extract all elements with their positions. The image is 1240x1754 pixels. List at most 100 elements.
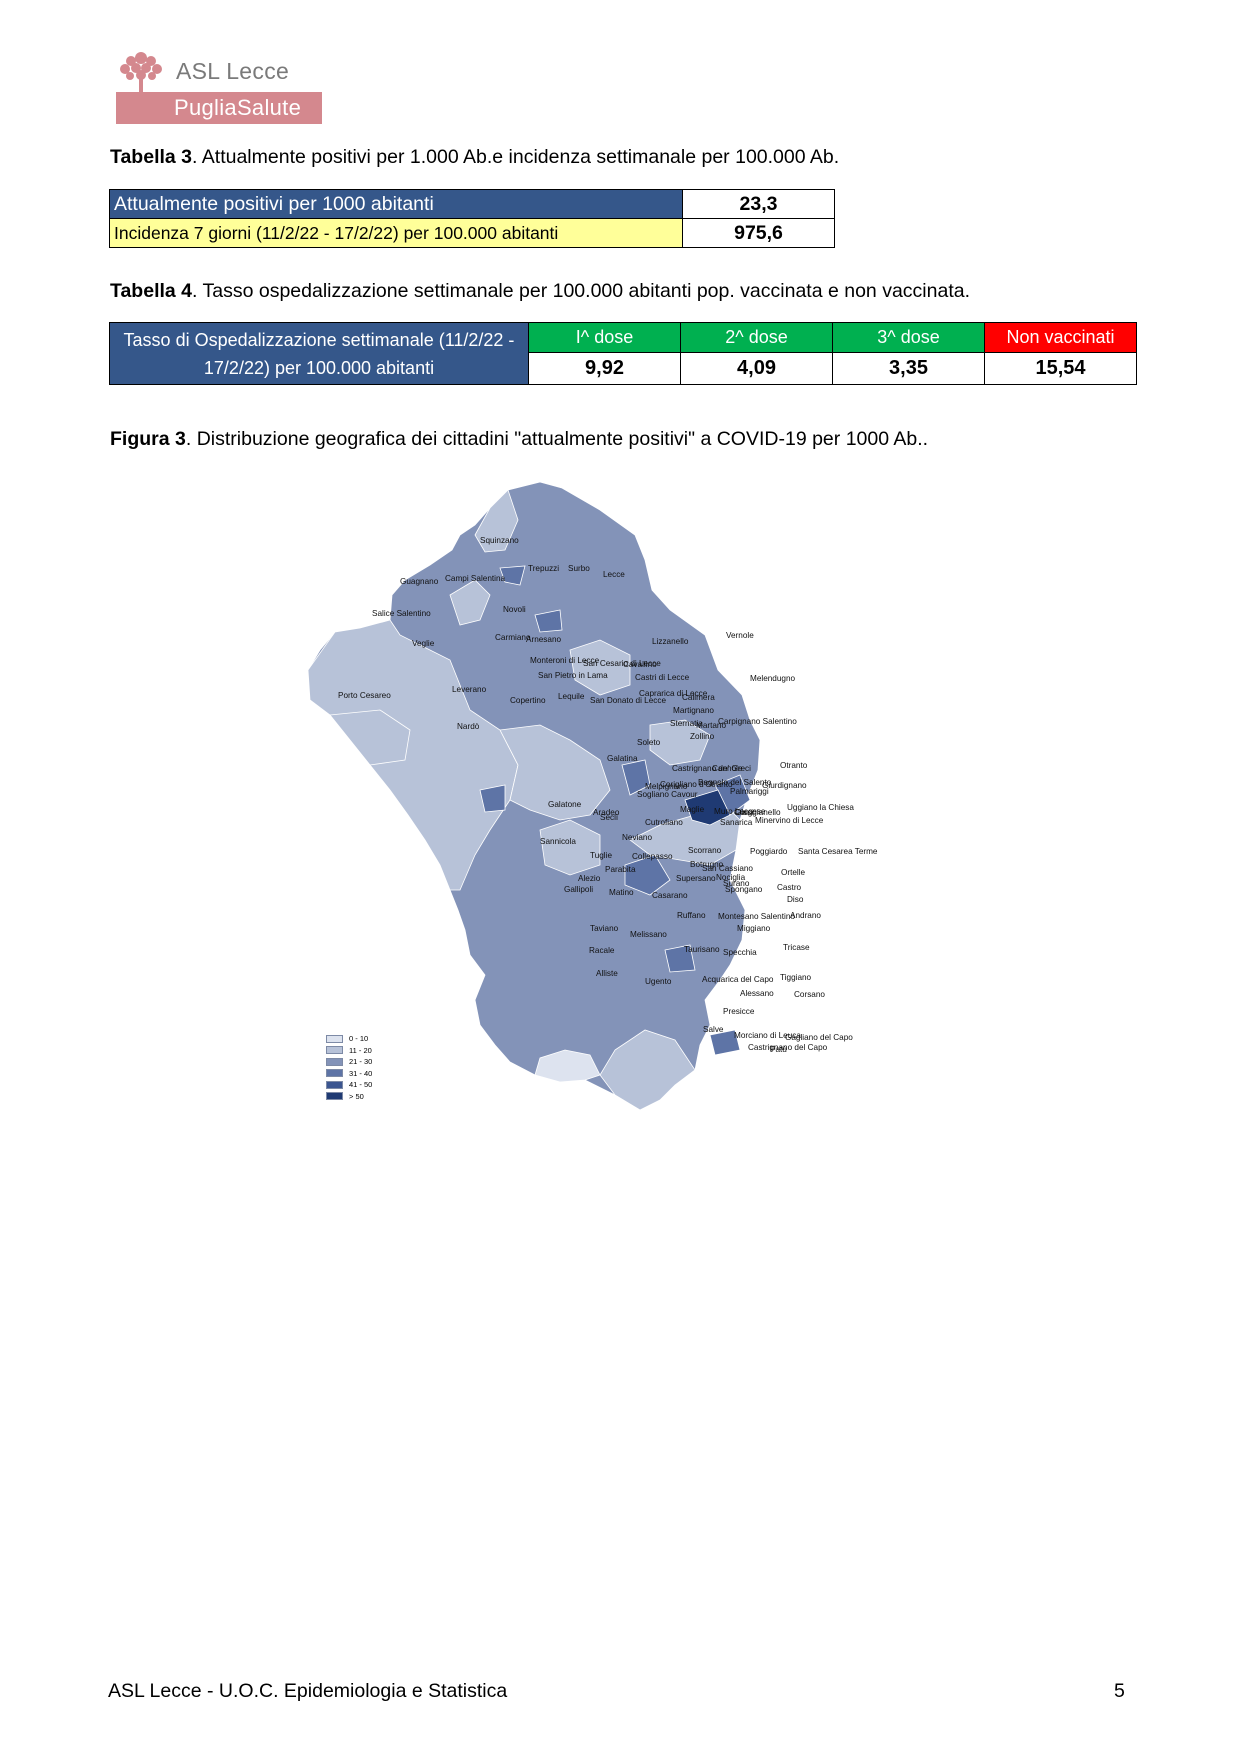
legend-item: 11 - 20 [326, 1045, 372, 1057]
town-label: Melpignano [645, 782, 688, 791]
town-label: Gagliano del Capo [785, 1033, 853, 1042]
town-label: San Pietro in Lama [538, 671, 608, 680]
town-label: Bagnolo del Salento [698, 778, 772, 787]
town-label: Santa Cesarea Terme [798, 847, 878, 856]
legend-label: 41 - 50 [349, 1080, 373, 1090]
town-label: Surbo [568, 564, 590, 573]
town-label: Seclì [600, 813, 618, 822]
table3-caption-text: . Attualmente positivi per 1.000 Ab.e in… [192, 146, 840, 168]
town-label: Matino [609, 888, 634, 897]
town-label: Caprarica di Lecce [639, 689, 708, 698]
town-label: Vernole [726, 631, 754, 640]
town-label: Corsano [794, 990, 825, 999]
town-label: Carmiano [495, 633, 531, 642]
town-label: Ruffano [677, 911, 706, 920]
town-label: Taviano [590, 924, 619, 933]
town-label: Minervino di Lecce [755, 816, 824, 825]
town-label: Taurisano [684, 945, 720, 954]
town-label: Tuglie [590, 851, 612, 860]
town-label: Sannicola [540, 837, 576, 846]
town-label: Acquarica del Capo [702, 975, 774, 984]
town-label: Trepuzzi [528, 564, 559, 573]
town-label: Castrignano de' Greci [672, 764, 751, 773]
legend-item: 0 - 10 [326, 1033, 372, 1045]
town-label: Patù [770, 1045, 787, 1054]
town-label: Alezio [578, 874, 601, 883]
table4-value-dose2: 4,09 [680, 351, 833, 386]
town-label: Melissano [630, 930, 667, 939]
town-label: Andrano [790, 911, 821, 920]
town-label: Otranto [780, 761, 808, 770]
town-label: Specchia [723, 948, 757, 957]
tree-logo-icon [120, 52, 162, 92]
town-label: Melendugno [750, 674, 796, 683]
footer-text: ASL Lecce - U.O.C. Epidemiologia e Stati… [108, 1680, 508, 1702]
town-label: Neviano [622, 833, 652, 842]
table-row: 9,92 4,09 3,35 15,54 [110, 351, 1137, 386]
table3-caption: Tabella 3. Attualmente positivi per 1.00… [110, 146, 839, 169]
legend-label: 0 - 10 [349, 1034, 369, 1044]
table4-row-label: Tasso di Ospedalizzazione settimanale (1… [109, 322, 529, 385]
town-label: San Cesario di Lecce [583, 659, 661, 668]
town-label: Palmariggi [730, 787, 769, 796]
town-label: Diso [787, 895, 804, 904]
town-label: Morciano di Leuca [734, 1031, 801, 1040]
figure3-caption-label: Figura 3 [110, 428, 186, 450]
town-label: Casarano [652, 891, 688, 900]
town-label: Sternatia [670, 719, 703, 728]
town-label: Soleto [637, 738, 661, 747]
town-label: Miggiano [737, 924, 771, 933]
town-labels: Squinzano Trepuzzi Surbo Lecce Guagnano Campi… [338, 536, 878, 1054]
town-label: Carpignano Salentino [718, 717, 797, 726]
town-label: Giuggianello [735, 808, 781, 817]
town-label: Muro Leccese [714, 807, 766, 816]
town-label: Squinzano [480, 536, 519, 545]
legend-item: 21 - 30 [326, 1056, 372, 1068]
table4-caption-label: Tabella 4 [110, 280, 193, 302]
figure3-caption-text: . Distribuzione geografica dei cittadini… [185, 428, 929, 450]
town-label: Giurdignano [762, 781, 807, 790]
page-number: 5 [1114, 1680, 1125, 1702]
town-label: Copertino [510, 696, 546, 705]
town-label: Collepasso [632, 852, 673, 861]
logo-name: ASL Lecce [176, 58, 290, 84]
table4-caption-text: . Tasso ospedalizzazione settimanale per… [192, 280, 970, 302]
legend-swatch [326, 1046, 343, 1055]
legend-item: 41 - 50 [326, 1079, 372, 1091]
town-label: Surano [723, 879, 750, 888]
legend-label: > 50 [349, 1091, 364, 1101]
town-label: Gallipoli [564, 885, 593, 894]
town-label: Castri di Lecce [635, 673, 690, 682]
town-label: Maglie [680, 805, 705, 814]
town-label: Montesano Salentino [718, 912, 795, 921]
town-label: Galatone [548, 800, 582, 809]
legend-swatch [326, 1092, 343, 1101]
town-label: Salve [703, 1025, 724, 1034]
town-label: Leverano [452, 685, 487, 694]
town-label: Spongano [725, 885, 763, 894]
town-label: Castro [777, 883, 802, 892]
table4-header-dose3: 3^ dose [832, 322, 985, 353]
town-label: Sogliano Cavour [637, 790, 698, 799]
town-label: Arnesano [526, 635, 561, 644]
legend-item: > 50 [326, 1091, 372, 1103]
table4: Tasso di Ospedalizzazione settimanale (1… [109, 322, 1137, 386]
town-label: Botrugno [690, 860, 724, 869]
legend-label: 31 - 40 [349, 1068, 373, 1078]
town-label: Porto Cesareo [338, 691, 391, 700]
town-label: Veglie [412, 639, 435, 648]
table4-header-dose2: 2^ dose [680, 322, 833, 353]
town-label: Castrignano del Capo [748, 1043, 828, 1052]
legend-swatch [326, 1057, 343, 1066]
map-legend: 0 - 10 11 - 20 21 - 30 31 - 40 41 - 50 > 50 [326, 1033, 372, 1102]
town-label: Nardò [457, 722, 480, 731]
town-label: Calimera [682, 693, 715, 702]
town-label: Corigliano d'Otranto [660, 780, 733, 789]
town-label: Supersano [676, 874, 716, 883]
legend-swatch [326, 1034, 343, 1043]
town-label: Novoli [503, 605, 526, 614]
table4-header-dose1: I^ dose [528, 322, 681, 353]
town-label: Ortelle [781, 868, 806, 877]
table4-value-dose1: 9,92 [528, 351, 681, 386]
table4-caption: Tabella 4. Tasso ospedalizzazione settim… [110, 280, 970, 303]
